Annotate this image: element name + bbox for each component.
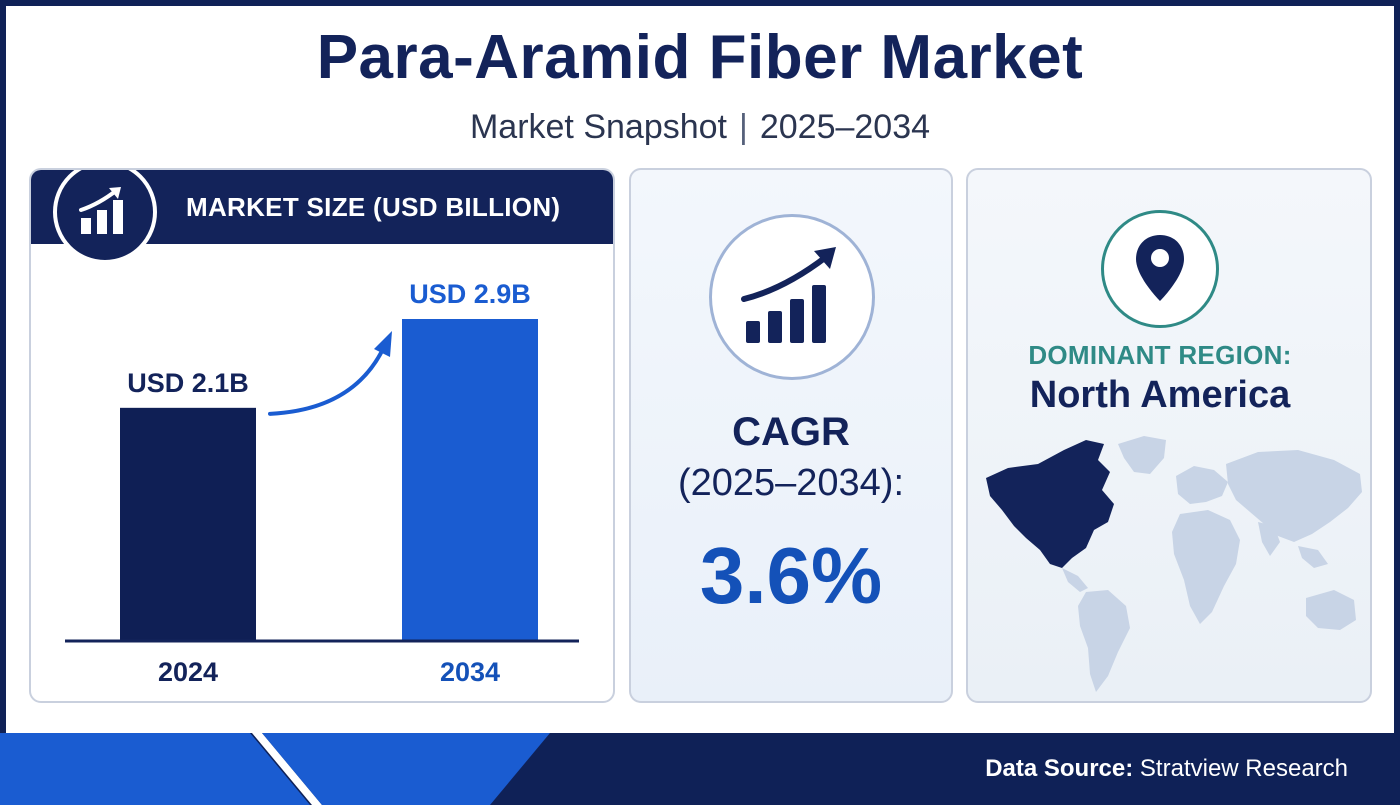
- subtitle-separator: |: [739, 108, 748, 146]
- category-label: 2034: [440, 657, 500, 687]
- market-size-title: MARKET SIZE (USD BILLION): [186, 192, 561, 222]
- region-value: North America: [1029, 374, 1291, 416]
- map-south-america: [1078, 590, 1130, 692]
- region-label: DOMINANT REGION:: [1028, 340, 1292, 370]
- data-source: Data Source: Stratview Research: [985, 755, 1348, 783]
- map-australia: [1306, 590, 1356, 630]
- map-europe: [1176, 466, 1228, 504]
- map-asia: [1226, 450, 1362, 542]
- location-pin-icon: [1101, 210, 1219, 328]
- map-india: [1258, 522, 1280, 556]
- growth-arrow-head: [374, 331, 392, 357]
- data-source-label: Data Source:: [985, 755, 1134, 782]
- subtitle-label: Market Snapshot: [469, 108, 727, 146]
- map-north-america: [986, 440, 1114, 568]
- cagr-period: (2025–2034):: [677, 462, 905, 504]
- region-panel: DOMINANT REGION: North America: [966, 168, 1372, 703]
- cagr-value: 3.6%: [699, 531, 883, 620]
- category-label: 2024: [158, 657, 218, 687]
- world-map: [986, 436, 1362, 692]
- footer-bar: Data Source: Stratview Research: [0, 733, 1400, 805]
- market-size-panel: USD 2.1B 2024 USD 2.9B 2034 MARKET SIZE (US…: [29, 168, 615, 703]
- bar-value-label: USD 2.1B: [127, 368, 249, 398]
- data-source-value: Stratview Research: [1139, 755, 1348, 782]
- map-africa: [1172, 510, 1240, 624]
- bar-2024: [120, 407, 256, 641]
- page-subtitle: Market Snapshot | 2025–2034: [0, 108, 1400, 147]
- growth-arrow: [268, 345, 386, 416]
- bar-2034: [402, 319, 538, 641]
- bar-value-label: USD 2.9B: [409, 279, 531, 309]
- map-southeast-asia: [1298, 546, 1328, 568]
- page-title: Para-Aramid Fiber Market: [316, 23, 1084, 92]
- market-size-chart: USD 2.1B 2024 USD 2.9B 2034: [65, 279, 579, 687]
- growth-chart-icon: [709, 214, 875, 380]
- subtitle-period: 2025–2034: [759, 108, 931, 146]
- cagr-panel: CAGR (2025–2034): 3.6%: [629, 168, 953, 703]
- cagr-label: CAGR: [732, 410, 850, 454]
- bar-growth-icon: [53, 170, 157, 264]
- map-central-america: [1062, 568, 1088, 592]
- map-greenland: [1118, 436, 1166, 474]
